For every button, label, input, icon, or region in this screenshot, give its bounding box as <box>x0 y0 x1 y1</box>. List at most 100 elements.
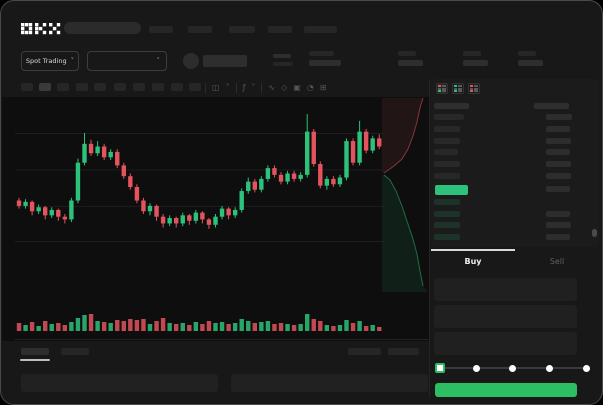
tab-sell[interactable]: Sell <box>549 256 565 266</box>
trade-sidebar: Buy Sell <box>431 79 599 398</box>
slider-stop-dot[interactable] <box>545 364 553 372</box>
ask-row-price[interactable] <box>434 173 460 179</box>
market-type-dropdown[interactable]: Spot Trading ˅ <box>21 51 79 71</box>
icon-line <box>441 89 446 92</box>
ob-header-amount <box>534 103 569 109</box>
icon-line <box>473 89 478 92</box>
screenshot-icon[interactable]: ▣ <box>293 82 301 92</box>
chevron-down-icon[interactable]: ˅ <box>225 82 230 92</box>
toolbar-divider <box>261 82 263 93</box>
order-book <box>431 79 599 247</box>
okx-logo[interactable] <box>21 23 61 35</box>
ask-row-price[interactable] <box>434 125 460 132</box>
icon-row <box>470 85 478 88</box>
bottom-tab[interactable] <box>61 348 89 355</box>
bottom-tab-indicator <box>20 359 50 361</box>
icon-cell <box>470 87 473 90</box>
bid-row-amount[interactable] <box>546 210 570 217</box>
interval-button[interactable] <box>76 83 88 91</box>
icon-line <box>441 85 446 88</box>
interval-button[interactable] <box>171 83 183 91</box>
bid-row-price[interactable] <box>434 222 460 229</box>
timer-icon[interactable]: ◔ <box>306 82 314 92</box>
icon-cell <box>470 85 473 88</box>
chart-style-icon[interactable]: ◫ <box>212 82 220 92</box>
stat-value-placeholder <box>518 60 543 66</box>
icon-row <box>454 87 462 90</box>
vertical-divider <box>429 79 430 398</box>
interval-button[interactable] <box>189 83 201 91</box>
order-book-scrollbar[interactable] <box>592 229 597 237</box>
chevron-down-icon[interactable]: ˅ <box>251 82 256 92</box>
pair-selector-dropdown[interactable]: ˅ <box>87 51 167 71</box>
interval-button[interactable] <box>57 83 69 91</box>
amount-slider[interactable] <box>431 362 599 374</box>
bid-row-amount[interactable] <box>546 222 571 229</box>
interval-button[interactable] <box>21 83 33 91</box>
order-price-input[interactable] <box>434 278 577 301</box>
book-combined-icon[interactable] <box>436 83 448 94</box>
last-price-highlight[interactable] <box>435 184 468 195</box>
slider-stop-dot[interactable] <box>509 364 517 372</box>
interval-button[interactable] <box>94 83 106 91</box>
interval-button[interactable] <box>152 83 164 91</box>
slider-stop-dot[interactable] <box>472 364 480 372</box>
nav-item[interactable] <box>229 26 255 33</box>
line-tools-icon[interactable]: ∿ <box>268 82 276 92</box>
ask-row-amount[interactable] <box>546 161 571 168</box>
depth-chart[interactable] <box>382 96 428 292</box>
eraser-icon[interactable]: ◇ <box>281 82 288 92</box>
ask-row-price[interactable] <box>434 137 460 144</box>
chevron-down-icon: ˅ <box>70 56 75 65</box>
market-type-label: Spot Trading <box>25 57 67 65</box>
ask-row-amount[interactable] <box>546 149 570 156</box>
icon-line <box>441 87 446 90</box>
stat-label-placeholder <box>518 51 536 56</box>
nav-item[interactable] <box>188 26 212 33</box>
icon-cell <box>438 85 441 88</box>
pair-name-placeholder <box>203 55 247 67</box>
ask-row-amount[interactable] <box>546 114 572 120</box>
nav-item[interactable] <box>304 26 337 33</box>
price-chart-canvas[interactable] <box>15 99 383 335</box>
ask-row-price[interactable] <box>434 149 458 156</box>
section-divider <box>15 339 428 340</box>
icon-line <box>473 85 478 88</box>
order-amount-input[interactable] <box>434 305 577 328</box>
order-total-input[interactable] <box>434 332 577 355</box>
slider-stop-dot[interactable] <box>582 364 590 372</box>
ask-row-price[interactable] <box>434 161 460 168</box>
ask-row-amount[interactable] <box>546 125 570 132</box>
search-input[interactable] <box>64 22 141 34</box>
interval-button[interactable] <box>133 83 145 91</box>
bottom-action-button[interactable] <box>348 348 381 355</box>
slider-handle[interactable] <box>434 363 445 373</box>
buy-submit-button[interactable] <box>435 383 577 397</box>
tab-buy[interactable]: Buy <box>431 249 515 273</box>
icon-row <box>454 85 462 88</box>
ask-row-amount[interactable] <box>546 137 571 144</box>
ask-row-amount[interactable] <box>546 173 571 179</box>
bid-row-amount[interactable] <box>546 234 570 241</box>
stat-label-placeholder <box>463 51 481 56</box>
bottom-action-button[interactable] <box>388 348 419 355</box>
icon-cell <box>454 85 457 88</box>
bid-row-price[interactable] <box>434 234 460 241</box>
ask-row-amount[interactable] <box>546 186 570 192</box>
interval-button-active[interactable] <box>39 83 51 91</box>
toolbar-divider <box>205 82 206 93</box>
ob-header-price <box>434 103 469 109</box>
bottom-tab-active[interactable] <box>21 348 49 355</box>
fullscreen-icon[interactable]: ⊞ <box>319 82 327 92</box>
book-asks-only-icon[interactable] <box>468 83 480 94</box>
bid-row-price[interactable] <box>434 199 460 205</box>
icon-cell <box>470 89 473 92</box>
ask-row-price[interactable] <box>434 114 464 120</box>
stat-value-placeholder <box>463 60 488 66</box>
interval-button[interactable] <box>114 83 126 91</box>
nav-item[interactable] <box>149 26 173 33</box>
book-bids-only-icon[interactable] <box>452 83 464 94</box>
indicators-icon[interactable]: ƒ <box>242 82 246 92</box>
bid-row-price[interactable] <box>434 210 460 217</box>
nav-item[interactable] <box>268 26 292 33</box>
